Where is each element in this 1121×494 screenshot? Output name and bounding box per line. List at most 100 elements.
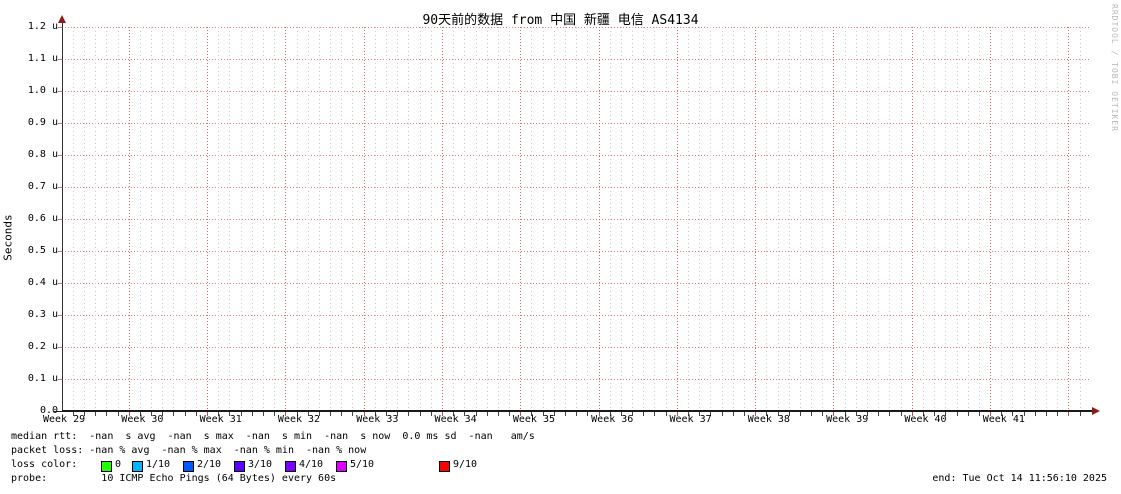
x-tick-day: [486, 412, 488, 416]
v-gridline-day: [844, 27, 846, 411]
v-gridline-week: [285, 27, 287, 411]
y-tick-label: 1.2 u: [27, 21, 58, 32]
y-tick-label: 0.1 u: [27, 373, 58, 384]
v-gridline-day: [978, 27, 980, 411]
v-gridline-day: [251, 27, 253, 411]
x-tick-day: [553, 412, 555, 416]
x-tick-day: [855, 412, 857, 416]
x-tick-day: [419, 412, 421, 416]
v-gridline-day: [218, 27, 220, 411]
v-gridline-day: [486, 27, 488, 411]
x-tick-day: [218, 412, 220, 416]
v-gridline-day: [229, 27, 231, 411]
h-gridline: [62, 59, 1090, 60]
y-tick-label: 0.2 u: [27, 341, 58, 352]
loss-swatch-label: 1/10: [146, 459, 171, 470]
x-tick-day: [106, 412, 108, 416]
x-tick-day: [822, 412, 824, 416]
v-gridline-day: [162, 27, 164, 411]
y-tick: [58, 187, 62, 188]
x-tick-day: [1023, 412, 1025, 416]
v-gridline-day: [184, 27, 186, 411]
v-gridline-day: [430, 27, 432, 411]
v-gridline-day: [799, 27, 801, 411]
v-gridline-day: [419, 27, 421, 411]
v-gridline-day: [173, 27, 175, 411]
x-tick-week: [363, 412, 365, 416]
v-gridline-day: [397, 27, 399, 411]
x-axis-line: [62, 410, 1092, 412]
x-tick-day: [497, 412, 499, 416]
x-tick-day: [934, 412, 936, 416]
x-tick-day: [799, 412, 801, 416]
v-gridline-day: [1001, 27, 1003, 411]
x-tick-day: [95, 412, 97, 416]
loss-swatch-label: 0: [115, 459, 122, 470]
h-gridline: [62, 251, 1090, 252]
v-gridline-day: [1034, 27, 1036, 411]
v-gridline-day: [352, 27, 354, 411]
x-tick-day: [330, 412, 332, 416]
v-gridline-day: [1012, 27, 1014, 411]
x-tick-label: Week 40: [904, 414, 947, 425]
v-gridline-day: [643, 27, 645, 411]
x-tick-day: [609, 412, 611, 416]
y-tick: [58, 123, 62, 124]
legend-probe: probe: 10 ICMP Echo Pings (64 Bytes) eve…: [11, 473, 337, 484]
v-gridline-day: [1057, 27, 1059, 411]
y-tick: [58, 251, 62, 252]
y-tick-label: 0.8 u: [27, 149, 58, 160]
x-tick-day: [251, 412, 253, 416]
x-tick-week: [441, 412, 443, 416]
v-gridline-day: [497, 27, 499, 411]
x-tick-day: [978, 412, 980, 416]
loss-swatch: [132, 461, 143, 472]
graph-title: 90天前的数据 from 中国 新疆 电信 AS4134: [422, 13, 699, 28]
v-gridline-day: [766, 27, 768, 411]
v-gridline-day: [732, 27, 734, 411]
v-gridline-week: [990, 27, 992, 411]
x-tick-day: [587, 412, 589, 416]
v-gridline-day: [788, 27, 790, 411]
v-gridline-day: [531, 27, 533, 411]
v-gridline-day: [509, 27, 511, 411]
x-tick-day: [867, 412, 869, 416]
v-gridline-day: [195, 27, 197, 411]
x-tick-day: [318, 412, 320, 416]
x-tick-day: [878, 412, 880, 416]
v-gridline-day: [564, 27, 566, 411]
v-gridline-day: [117, 27, 119, 411]
x-tick-day: [844, 412, 846, 416]
x-tick-day: [1046, 412, 1048, 416]
v-gridline-day: [587, 27, 589, 411]
x-tick-day: [274, 412, 276, 416]
loss-swatch: [101, 461, 112, 472]
x-tick-day: [811, 412, 813, 416]
y-axis-arrow-icon: [58, 15, 66, 23]
x-tick-day: [788, 412, 790, 416]
v-gridline-day: [1079, 27, 1081, 411]
v-gridline-day: [945, 27, 947, 411]
x-tick-day: [1079, 412, 1081, 416]
x-tick-week: [520, 412, 522, 416]
x-tick-day: [509, 412, 511, 416]
v-gridline-day: [341, 27, 343, 411]
v-gridline-day: [318, 27, 320, 411]
x-tick-day: [688, 412, 690, 416]
x-tick-day: [453, 412, 455, 416]
x-tick-day: [229, 412, 231, 416]
x-tick-day: [531, 412, 533, 416]
y-tick-label: 0.9 u: [27, 117, 58, 128]
v-gridline-day: [1023, 27, 1025, 411]
x-tick-label: Week 41: [982, 414, 1025, 425]
x-tick-label: Week 34: [434, 414, 477, 425]
x-tick-day: [162, 412, 164, 416]
x-tick-week: [755, 412, 757, 416]
v-gridline-day: [956, 27, 958, 411]
y-tick-label: 0.4 u: [27, 277, 58, 288]
h-gridline: [62, 27, 1090, 28]
x-tick-day: [184, 412, 186, 416]
loss-swatch-label: 5/10: [350, 459, 375, 470]
v-gridline-week: [207, 27, 208, 411]
